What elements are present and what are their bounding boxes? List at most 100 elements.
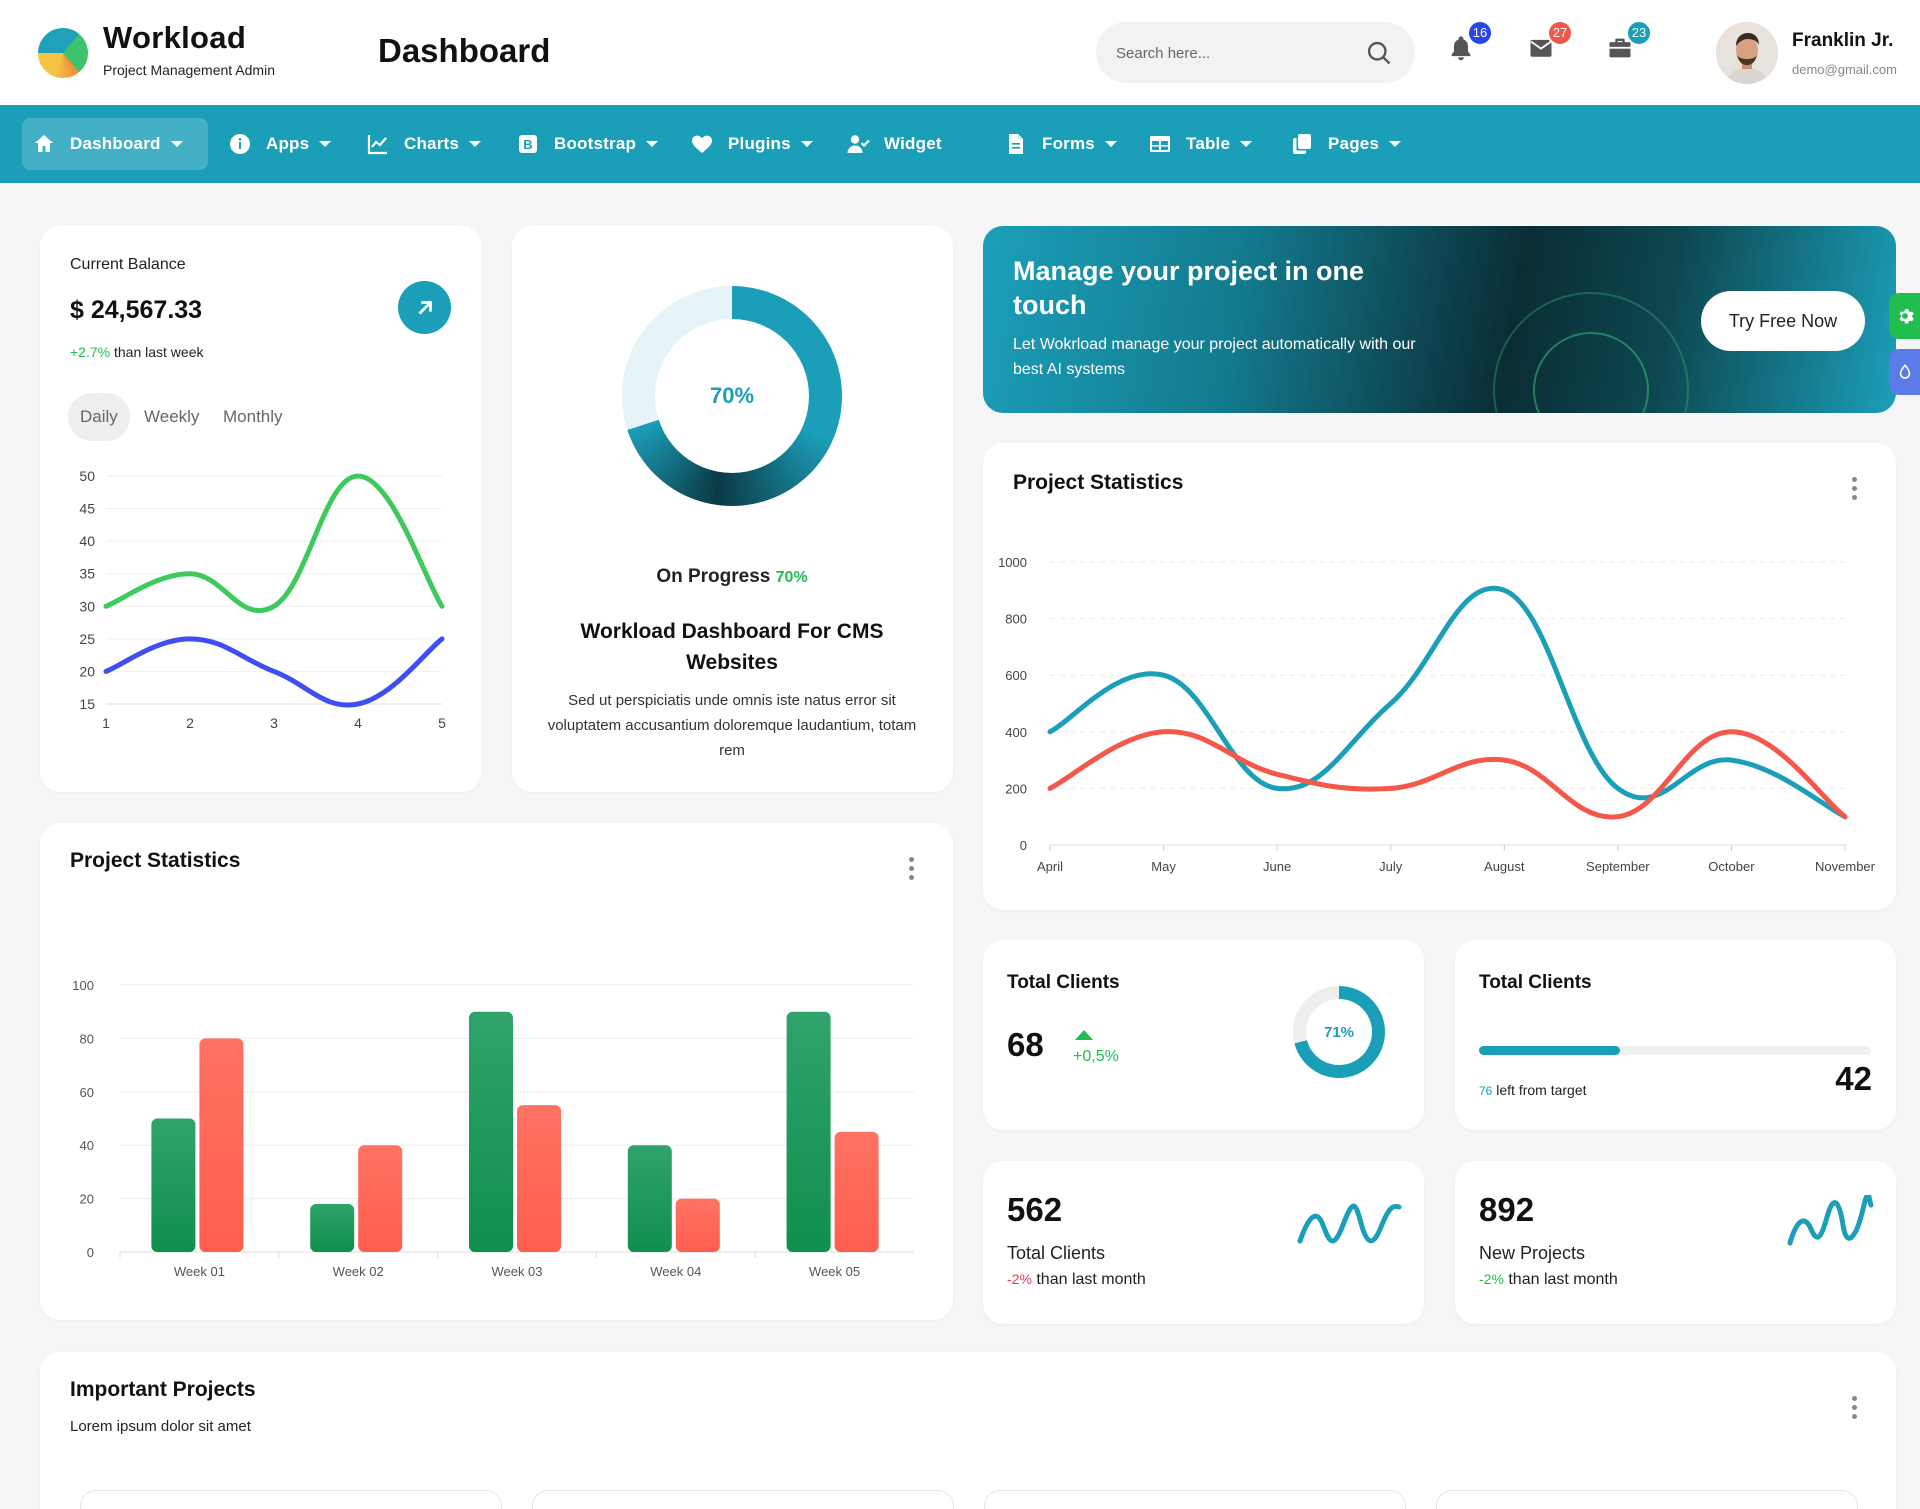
nav-item-dashboard[interactable]: Dashboard xyxy=(22,118,208,170)
total-clients-card: 562 Total Clients -2% than last month xyxy=(983,1161,1424,1324)
chevron-down-icon xyxy=(319,141,332,147)
y-tick-label: 20 xyxy=(79,663,95,679)
series-line xyxy=(103,636,445,708)
nav-item-label: Charts xyxy=(404,134,460,153)
settings-tab[interactable] xyxy=(1889,293,1920,339)
project-item[interactable] xyxy=(984,1490,1406,1509)
info-icon xyxy=(230,134,250,154)
task-count-badge: 23 xyxy=(1626,20,1652,46)
project-item[interactable] xyxy=(1436,1490,1858,1509)
tab-weekly[interactable]: Weekly xyxy=(144,407,200,426)
page-title: Dashboard xyxy=(378,32,551,69)
x-tick-label: 4 xyxy=(354,715,362,731)
y-tick-label: 0 xyxy=(87,1245,94,1260)
target-left-text: left from target xyxy=(1492,1082,1587,1098)
nav-item-plugins[interactable]: Plugins xyxy=(680,118,823,170)
brand-name[interactable]: Workload xyxy=(103,20,247,55)
chevron-down-icon xyxy=(1104,141,1117,147)
nav-item-forms[interactable]: Forms xyxy=(994,118,1127,170)
avatar[interactable] xyxy=(1716,22,1778,84)
bar xyxy=(517,1105,561,1252)
x-tick-label: July xyxy=(1379,859,1403,874)
y-tick-label: 1000 xyxy=(998,555,1027,570)
nav-item-label: Pages xyxy=(1328,134,1380,153)
bar xyxy=(469,1011,513,1252)
nav-item-label: Dashboard xyxy=(70,134,161,153)
bar xyxy=(627,1145,672,1252)
logo-icon[interactable] xyxy=(38,28,88,78)
nav-item-label: Forms xyxy=(1042,134,1095,153)
x-tick-label: August xyxy=(1484,859,1525,874)
tab-daily[interactable]: Daily xyxy=(68,393,130,441)
tab-monthly[interactable]: Monthly xyxy=(223,407,283,426)
brand-subtitle: Project Management Admin xyxy=(103,62,275,78)
stat-label: Total Clients xyxy=(1007,1243,1106,1263)
chevron-down-icon xyxy=(469,141,482,147)
x-tick-label: May xyxy=(1151,859,1176,874)
x-tick-label: Week 02 xyxy=(333,1264,384,1279)
y-tick-label: 45 xyxy=(79,501,95,517)
nav-item-widget[interactable]: Widget xyxy=(836,118,952,170)
stat-label: New Projects xyxy=(1479,1243,1586,1263)
bar xyxy=(786,1011,831,1252)
clients-progress-value: 42 xyxy=(1835,1060,1872,1097)
y-tick-label: 20 xyxy=(80,1192,94,1207)
svg-text:B: B xyxy=(523,137,533,152)
notifications-button[interactable]: 16 xyxy=(1447,20,1493,70)
clients-change: +0,5% xyxy=(1073,1048,1119,1065)
nav-item-label: Apps xyxy=(266,134,310,153)
bar xyxy=(199,1038,244,1252)
nav-item-pages[interactable]: Pages xyxy=(1280,118,1411,170)
more-options-icon[interactable] xyxy=(908,857,914,884)
chevron-down-icon xyxy=(646,141,659,147)
nav-item-table[interactable]: Table xyxy=(1138,118,1262,170)
y-tick-label: 30 xyxy=(79,598,95,614)
balance-trend-button[interactable] xyxy=(398,281,451,334)
stat-change-text: than last month xyxy=(1031,1271,1146,1288)
card-title: Project Statistics xyxy=(70,849,241,872)
theme-tab[interactable] xyxy=(1889,349,1920,395)
nav-item-bootstrap[interactable]: B Bootstrap xyxy=(506,118,668,170)
x-tick-label: Week 03 xyxy=(491,1264,542,1279)
project-statistics-line-card: Project Statistics 0 200 400 600 800 1000 Apri… xyxy=(983,443,1896,910)
project-item[interactable] xyxy=(80,1490,502,1509)
y-tick-label: 0 xyxy=(1020,838,1027,853)
stat-value: 562 xyxy=(1007,1191,1063,1228)
balance-change-text: than last week xyxy=(110,344,204,360)
search-icon[interactable] xyxy=(1365,39,1393,67)
nav-item-apps[interactable]: Apps xyxy=(218,118,341,170)
table-icon xyxy=(1150,136,1170,152)
card-subtitle: Lorem ipsum dolor sit amet xyxy=(70,1418,251,1435)
important-projects-card: Important Projects Lorem ipsum dolor sit… xyxy=(40,1352,1896,1509)
y-tick-label: 100 xyxy=(72,978,94,993)
chart-line-icon xyxy=(367,135,387,155)
mail-icon xyxy=(1530,39,1552,57)
chevron-down-icon xyxy=(170,141,183,147)
search-box xyxy=(1096,22,1415,83)
x-tick-label: September xyxy=(1586,859,1650,874)
nav-item-charts[interactable]: Charts xyxy=(356,118,491,170)
project-item[interactable] xyxy=(532,1490,954,1509)
chevron-down-icon xyxy=(1240,141,1253,147)
target-progress-fill xyxy=(1479,1046,1621,1055)
total-clients-progress-card: Total Clients 76 left from target 42 xyxy=(1455,940,1896,1130)
try-free-button[interactable]: Try Free Now xyxy=(1701,291,1865,351)
total-clients-ring-card: Total Clients 68 +0,5% 71% xyxy=(983,940,1424,1130)
target-left-value: 76 xyxy=(1479,1084,1493,1098)
tasks-button[interactable]: 23 xyxy=(1606,20,1652,70)
file-icon xyxy=(1009,134,1023,154)
more-options-icon[interactable] xyxy=(1851,477,1857,504)
more-options-icon[interactable] xyxy=(1851,1396,1857,1423)
triangle-up-icon xyxy=(1075,1030,1093,1040)
y-tick-label: 400 xyxy=(1005,725,1027,740)
chevron-down-icon xyxy=(1389,141,1402,147)
x-tick-label: 5 xyxy=(438,715,446,731)
user-name[interactable]: Franklin Jr. xyxy=(1792,30,1894,51)
search-input[interactable] xyxy=(1116,40,1346,66)
target-note: 76 left from target xyxy=(1479,1082,1587,1098)
stat-change: -2% than last month xyxy=(1479,1271,1618,1289)
stat-change-text: than last month xyxy=(1503,1271,1618,1288)
messages-button[interactable]: 27 xyxy=(1527,20,1573,70)
project-statistics-line-chart: 0 200 400 600 800 1000 April May June July August S… xyxy=(998,555,1876,874)
